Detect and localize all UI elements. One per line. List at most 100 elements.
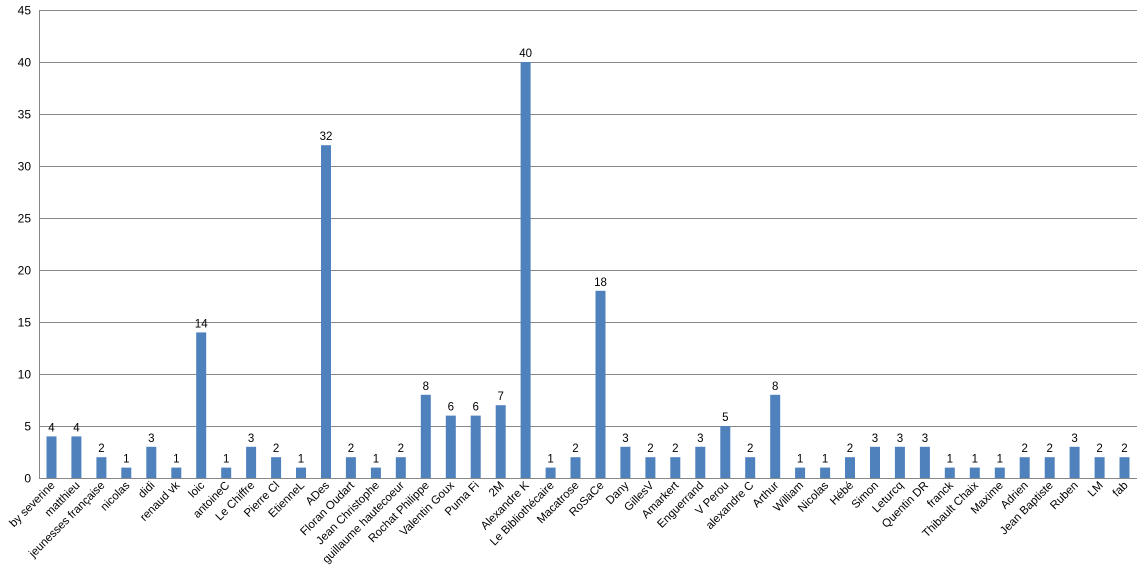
bar-22	[595, 290, 606, 478]
data-label-5: 1	[173, 454, 179, 466]
bar-8	[246, 446, 257, 478]
bar-33	[870, 446, 880, 478]
data-label-38: 1	[997, 454, 1003, 466]
data-label-26: 3	[697, 433, 703, 445]
data-label-27: 5	[722, 412, 728, 424]
data-label-42: 2	[1096, 443, 1102, 455]
gridlines	[39, 10, 1137, 427]
bar-32	[845, 457, 855, 478]
bar-4	[146, 446, 157, 478]
y-tick-label-40: 40	[18, 56, 32, 70]
data-label-7: 1	[223, 454, 229, 466]
data-label-20: 1	[547, 454, 553, 466]
y-tick-label-45: 45	[18, 4, 32, 18]
bar-41	[1069, 446, 1080, 478]
data-label-13: 1	[373, 454, 379, 466]
bar-0	[46, 436, 57, 478]
data-label-33: 3	[872, 433, 878, 445]
bars	[46, 62, 1130, 478]
data-label-34: 3	[897, 433, 903, 445]
data-label-37: 1	[972, 454, 978, 466]
bar-16	[445, 415, 456, 478]
bar-9	[271, 457, 282, 478]
bar-12	[345, 457, 356, 478]
data-label-35: 3	[922, 433, 928, 445]
category-label-18: 2M	[487, 480, 507, 500]
bar-25	[670, 457, 681, 478]
bar-29	[770, 394, 781, 478]
data-label-41: 3	[1071, 433, 1077, 445]
bar-36	[944, 467, 955, 478]
bar-30	[795, 467, 806, 478]
data-label-36: 1	[947, 454, 953, 466]
bar-24	[645, 457, 656, 478]
bar-21	[570, 457, 581, 478]
data-label-15: 8	[423, 381, 429, 393]
bar-2	[96, 457, 107, 478]
data-label-25: 2	[672, 443, 678, 455]
category-label-43: fab	[1111, 480, 1131, 500]
y-tick-label-30: 30	[18, 160, 32, 174]
data-label-19: 40	[519, 48, 532, 60]
data-label-14: 2	[398, 443, 404, 455]
bar-5	[171, 467, 182, 478]
data-label-28: 2	[747, 443, 753, 455]
bar-7	[221, 467, 232, 478]
category-label-42: LM	[1086, 480, 1106, 500]
bar-19	[520, 62, 531, 478]
bar-6	[196, 332, 207, 478]
data-label-39: 2	[1021, 443, 1027, 455]
y-tick-label-20: 20	[18, 264, 32, 278]
bar-17	[470, 415, 481, 478]
data-label-21: 2	[572, 443, 578, 455]
bar-28	[745, 457, 756, 478]
data-label-3: 1	[123, 454, 129, 466]
bar-11	[321, 145, 331, 478]
data-label-23: 3	[622, 433, 628, 445]
data-label-16: 6	[448, 402, 454, 414]
y-tick-label-15: 15	[18, 316, 32, 330]
bar-23	[620, 446, 631, 478]
data-label-9: 2	[273, 443, 279, 455]
data-label-40: 2	[1046, 443, 1052, 455]
y-axis-tick-labels: 0 5 10 15 20 25 30 35 40 45	[18, 4, 32, 486]
bar-1	[71, 436, 82, 478]
y-tick-label-10: 10	[18, 368, 32, 382]
data-label-0: 4	[48, 422, 55, 434]
bar-26	[695, 446, 706, 478]
bar-27	[720, 426, 731, 478]
bar-38	[994, 467, 1005, 478]
data-label-12: 2	[348, 443, 354, 455]
y-tick-label-35: 35	[18, 108, 32, 122]
y-tick-label-0: 0	[24, 472, 31, 486]
data-label-10: 1	[298, 454, 304, 466]
data-label-6: 14	[195, 318, 208, 330]
data-label-17: 6	[472, 402, 478, 414]
data-label-31: 1	[822, 454, 828, 466]
bar-3	[121, 467, 132, 478]
data-label-11: 32	[320, 131, 333, 143]
data-label-2: 2	[98, 443, 104, 455]
bar-13	[370, 467, 381, 478]
category-label-4: didi	[136, 480, 157, 501]
bar-31	[820, 467, 831, 478]
bar-39	[1019, 457, 1030, 478]
data-label-8: 3	[248, 433, 254, 445]
data-label-32: 2	[847, 443, 853, 455]
data-label-18: 7	[497, 391, 503, 403]
category-label-41: Ruben	[1048, 480, 1080, 512]
y-tick-label-5: 5	[24, 420, 31, 434]
bar-43	[1119, 457, 1130, 478]
data-label-1: 4	[73, 422, 80, 434]
data-label-29: 8	[772, 381, 778, 393]
bar-34	[894, 446, 905, 478]
y-tick-label-25: 25	[18, 212, 32, 226]
category-label-6: loic	[187, 479, 208, 500]
data-label-4: 3	[148, 433, 154, 445]
bar-40	[1044, 457, 1055, 478]
bar-37	[969, 467, 980, 478]
bar-10	[296, 467, 306, 478]
bar-18	[495, 405, 506, 478]
